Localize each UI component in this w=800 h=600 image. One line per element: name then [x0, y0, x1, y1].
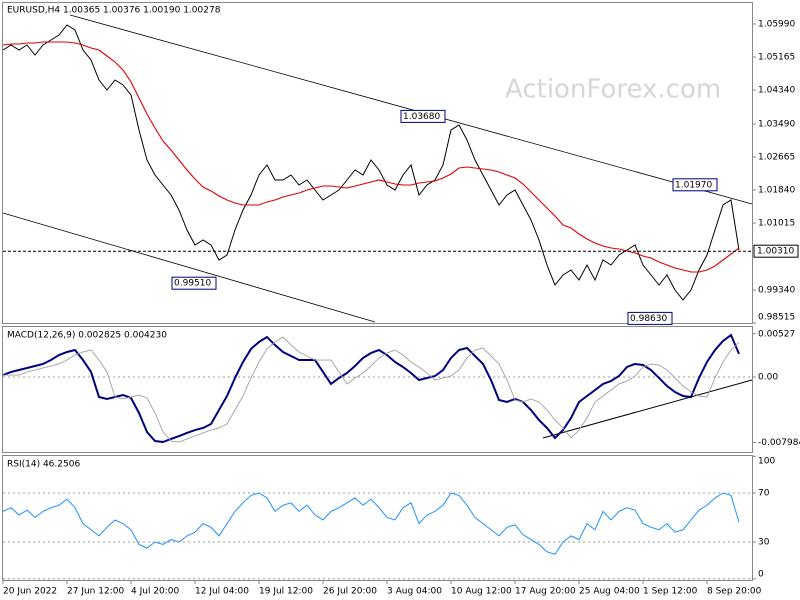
- y-tick-label: 0.98515: [758, 313, 795, 323]
- y-tick-label: 0: [758, 570, 764, 580]
- rsi-header: RSI(14) 46.2506: [7, 460, 80, 470]
- y-tick-label: 1.05165: [758, 53, 795, 63]
- y-tick-label: 0.00: [758, 372, 778, 382]
- x-tick-label: 27 Jun 12:00: [67, 587, 124, 597]
- x-tick-label: 26 Jul 20:00: [323, 587, 377, 597]
- y-tick-label: 1.02665: [758, 153, 795, 163]
- price-annotation: 1.03680: [403, 112, 440, 122]
- x-tick-label: 4 Jul 20:00: [131, 587, 180, 597]
- series-line: [2, 24, 740, 301]
- y-tick-label: 1.04340: [758, 86, 795, 96]
- price-annotation-box: [672, 178, 718, 192]
- series-line: [2, 333, 740, 444]
- price-header: EURUSD,H4 1.00365 1.00376 1.00190 1.0027…: [7, 6, 221, 16]
- y-tick-label: 0.99340: [758, 286, 795, 296]
- series-line: [2, 41, 740, 273]
- macd-panel: [2, 326, 753, 453]
- current-price-box: [753, 244, 799, 258]
- y-tick-label: 1.01015: [758, 219, 795, 229]
- macd-trend-line: [542, 379, 753, 439]
- watermark: ActionForex.com: [505, 75, 721, 105]
- x-tick-label: 10 Aug 12:00: [451, 587, 512, 597]
- rsi-panel: [2, 455, 753, 581]
- x-tick-label: 25 Aug 04:00: [579, 587, 640, 597]
- y-tick-label: 1.01840: [758, 186, 795, 196]
- x-tick-label: 8 Sep 20:00: [707, 587, 762, 597]
- y-tick-label: 0.00527: [758, 329, 795, 339]
- y-tick-label: -0.007984: [758, 438, 800, 448]
- x-tick-label: 1 Sep 12:00: [643, 587, 698, 597]
- price-annotation: 0.99510: [174, 279, 211, 289]
- series-line: [2, 492, 740, 555]
- upper-channel-line: [69, 14, 753, 205]
- y-tick-label: 1.03490: [758, 120, 795, 130]
- price-annotation-box: [171, 276, 217, 290]
- y-tick-label: 70: [758, 488, 770, 498]
- price-annotation-box: [627, 311, 673, 325]
- current-price-label: 1.00310: [757, 247, 794, 257]
- price-panel: [2, 2, 753, 324]
- y-tick-label: 1.05990: [758, 20, 795, 30]
- y-tick-label: 100: [758, 457, 775, 467]
- x-tick-label: 12 Jul 04:00: [195, 587, 249, 597]
- x-tick-label: 20 Jun 2022: [3, 587, 57, 597]
- series-line: [3, 336, 740, 443]
- price-annotation: 0.98630: [630, 314, 667, 324]
- lower-channel-line: [2, 212, 376, 323]
- price-annotation-box: [400, 109, 446, 123]
- y-tick-label: 30: [758, 538, 770, 548]
- x-tick-label: 17 Aug 20:00: [515, 587, 576, 597]
- x-tick-label: 3 Aug 04:00: [387, 587, 442, 597]
- x-tick-label: 19 Jul 12:00: [259, 587, 313, 597]
- macd-header: MACD(12,26,9) 0.002825 0.004230: [7, 331, 167, 341]
- price-annotation: 1.01970: [675, 180, 712, 190]
